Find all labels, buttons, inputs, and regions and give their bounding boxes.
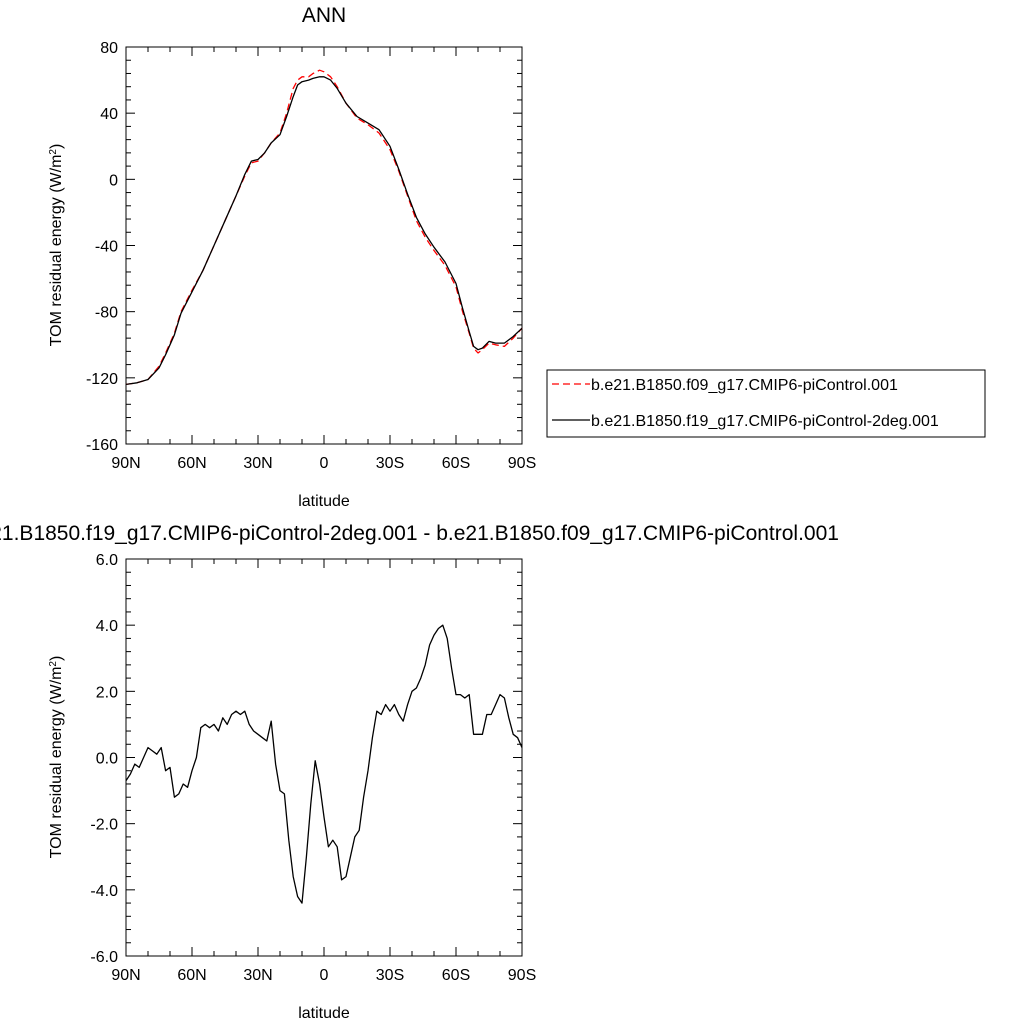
y-tick-label: -4.0	[90, 883, 118, 900]
series-line-0	[125, 624, 523, 904]
y-tick-label: -6.0	[90, 949, 118, 966]
axis-ticks	[125, 558, 523, 957]
x-tick-label: 0	[320, 967, 329, 984]
y-tick-label: 40	[100, 106, 118, 123]
x-axis-label: latitude	[298, 493, 350, 510]
chart-top: ANN 90N 60N 30N 0 30S 60S 90S -160 -120 -80 -40 0 40…	[48, 4, 537, 510]
y-tick-label: -80	[95, 305, 118, 322]
x-tick-label: 90S	[508, 967, 536, 984]
chart-title: b.e21.B1850.f19_g17.CMIP6-piControl-2deg…	[0, 522, 839, 545]
chart-bottom: b.e21.B1850.f19_g17.CMIP6-piControl-2deg…	[0, 522, 839, 1022]
plot-frame	[125, 46, 523, 445]
y-tick-label: 0.0	[96, 751, 118, 768]
y-tick-label: -2.0	[90, 817, 118, 834]
y-tick-label: 6.0	[96, 552, 118, 569]
y-tick-label: 4.0	[96, 618, 118, 635]
x-tick-label: 60S	[442, 967, 470, 984]
x-tick-label: 90N	[111, 967, 140, 984]
series-lines	[125, 69, 523, 386]
tick-labels: 90N 60N 30N 0 30S 60S 90S -160 -120 -80 -40 0 40 80	[86, 40, 536, 472]
legend: b.e21.B1850.f09_g17.CMIP6-piControl.001 …	[546, 369, 986, 438]
x-tick-label: 60N	[177, 455, 206, 472]
x-tick-label: 60S	[442, 455, 470, 472]
chart-title: ANN	[302, 4, 346, 27]
x-tick-label: 30S	[376, 967, 404, 984]
x-tick-label: 90S	[508, 455, 536, 472]
series-line-0	[125, 69, 523, 386]
x-tick-label: 30N	[243, 967, 272, 984]
plot-frame	[125, 558, 523, 957]
y-axis-label: TOM residual energy (W/m2)	[48, 144, 66, 347]
y-tick-label: -120	[86, 371, 118, 388]
series-line-1	[125, 76, 523, 386]
legend-box	[546, 369, 986, 438]
series-lines	[125, 624, 523, 904]
tick-labels: 90N 60N 30N 0 30S 60S 90S -6.0 -4.0 -2.0 0.0 2.0 4.0…	[90, 552, 536, 984]
legend-label-f09: b.e21.B1850.f09_g17.CMIP6-piControl.001	[591, 377, 898, 394]
y-tick-label: -160	[86, 437, 118, 454]
y-axis-label: TOM residual energy (W/m2)	[48, 656, 66, 859]
x-tick-label: 90N	[111, 455, 140, 472]
x-tick-label: 30N	[243, 455, 272, 472]
x-tick-label: 0	[320, 455, 329, 472]
y-tick-label: 2.0	[96, 684, 118, 701]
axis-ticks	[125, 46, 523, 445]
legend-label-f19: b.e21.B1850.f19_g17.CMIP6-piControl-2deg…	[591, 413, 939, 430]
x-axis-label: latitude	[298, 1005, 350, 1022]
x-tick-label: 60N	[177, 967, 206, 984]
x-tick-label: 30S	[376, 455, 404, 472]
y-tick-label: -40	[95, 239, 118, 256]
y-tick-label: 80	[100, 40, 118, 57]
y-tick-label: 0	[109, 172, 118, 189]
